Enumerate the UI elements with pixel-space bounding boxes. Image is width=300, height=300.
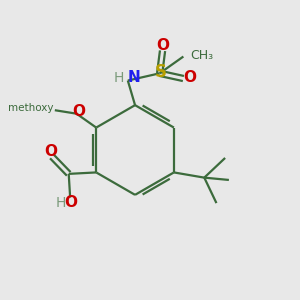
Text: O: O (183, 70, 196, 86)
Text: O: O (64, 195, 77, 210)
Text: N: N (127, 70, 140, 85)
Text: O: O (157, 38, 169, 53)
Text: O: O (45, 144, 58, 159)
Text: CH₃: CH₃ (190, 49, 214, 62)
Text: H: H (56, 196, 66, 210)
Text: methoxy: methoxy (8, 103, 53, 113)
Text: S: S (155, 63, 167, 81)
Text: H: H (114, 71, 124, 85)
Text: O: O (72, 104, 85, 119)
